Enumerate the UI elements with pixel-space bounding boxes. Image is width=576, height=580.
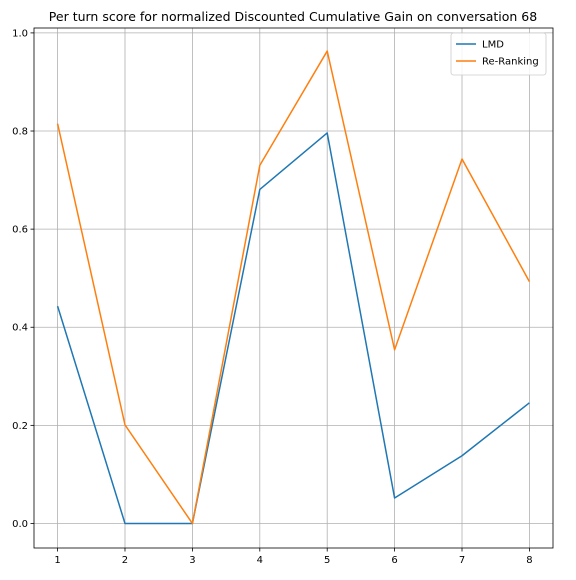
x-tick-label: 3 [189,555,195,566]
chart-title: Per turn score for normalized Discounted… [49,9,537,24]
y-tick-label: 0.4 [12,323,28,334]
series-line-lmd [56,132,530,525]
series-line-re-ranking [56,50,531,525]
x-tick-label: 8 [526,555,532,566]
y-tick-label: 1.0 [12,28,28,39]
axes: 1 2 3 4 5 6 7 8 0.0 0.2 0.4 0.6 0.8 1.0 [12,27,554,566]
y-tick-label: 0.2 [12,421,28,432]
y-tick-label: 0.0 [12,519,28,530]
x-tick-label: 7 [459,555,465,566]
x-tick-label: 4 [257,555,263,566]
x-tick-label: 1 [54,555,60,566]
x-tick-label: 2 [122,555,128,566]
x-tick-label: 5 [324,555,330,566]
legend-label-re-ranking: Re-Ranking [482,57,539,68]
legend-label-lmd: LMD [482,40,504,51]
x-tick-label: 6 [391,555,397,566]
y-tick-label: 0.6 [12,225,28,236]
axes-frame [33,27,554,549]
y-tick-label: 0.8 [12,127,28,138]
legend: LMD Re-Ranking [450,32,547,76]
series-lines [56,50,531,525]
